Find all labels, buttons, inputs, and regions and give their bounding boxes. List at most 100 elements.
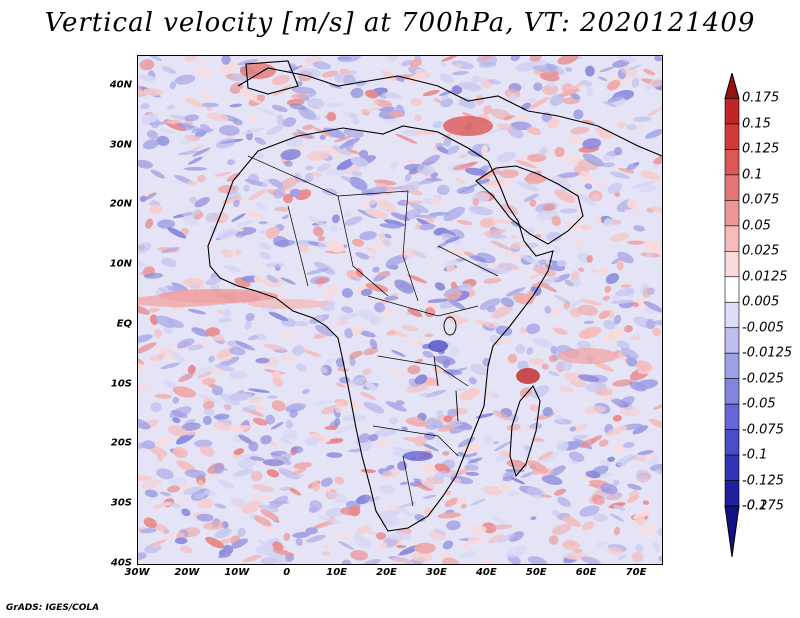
field-patch [428, 211, 450, 216]
map-panel [137, 55, 663, 565]
field-patch [387, 56, 398, 62]
field-patch [297, 68, 321, 79]
field-patch [445, 145, 460, 155]
field-patch [568, 451, 585, 462]
field-patch [603, 319, 616, 330]
field-patch [623, 442, 635, 448]
field-patch [307, 98, 325, 109]
field-patch [570, 92, 581, 100]
field-patch [379, 484, 396, 495]
field-patch [270, 421, 284, 430]
colorbar-segment [724, 251, 740, 278]
field-patch [435, 409, 444, 419]
colorbar-segment [724, 378, 740, 405]
field-patch [205, 327, 221, 337]
field-patch [381, 307, 394, 319]
field-patch [578, 326, 602, 339]
field-patch [519, 327, 527, 334]
field-patch [526, 327, 537, 332]
field-patch [607, 94, 626, 103]
field-patch [187, 344, 204, 351]
lon-tick-label: 20E [376, 567, 397, 578]
field-patch [279, 437, 293, 445]
field-patch [223, 404, 231, 410]
field-patch [241, 405, 259, 413]
field-patch [175, 537, 188, 545]
field-patch [309, 216, 327, 227]
field-patch [359, 231, 377, 241]
field-patch [456, 219, 473, 226]
field-patch [632, 116, 652, 122]
field-patch [311, 171, 323, 178]
field-patch [635, 543, 644, 553]
field-patch [523, 242, 539, 248]
field-patch [380, 70, 400, 82]
field-patch [434, 528, 446, 536]
field-patch [312, 61, 332, 70]
field-patch [349, 505, 361, 517]
field-patch [294, 320, 309, 327]
field-patch [487, 79, 501, 85]
field-patch [304, 165, 314, 171]
field-patch [214, 364, 235, 372]
field-patch [434, 463, 451, 474]
field-patch [394, 279, 414, 294]
colorbar-segment [724, 301, 740, 329]
field-patch [255, 263, 266, 269]
field-patch [483, 228, 506, 236]
field-patch [461, 503, 467, 509]
field-patch [477, 178, 490, 185]
field-patch [138, 552, 147, 560]
credit-text: GrADS: IGES/COLA [6, 603, 100, 613]
field-patch [214, 171, 232, 177]
field-patch [321, 70, 339, 78]
field-patch [138, 342, 157, 354]
field-patch [642, 500, 650, 505]
field-patch [146, 130, 159, 139]
field-patch [213, 413, 230, 420]
field-patch [292, 345, 305, 356]
field-patch [544, 305, 552, 314]
field-patch [617, 554, 627, 561]
field-patch [201, 377, 216, 386]
field-patch [551, 176, 571, 190]
field-patch [241, 127, 265, 135]
field-patch [562, 154, 582, 164]
field-patch [302, 349, 322, 357]
field-patch [566, 133, 583, 144]
field-patch [613, 526, 621, 536]
field-patch [507, 353, 518, 364]
field-patch [616, 259, 624, 271]
field-patch [139, 74, 156, 82]
field-patch [444, 497, 459, 507]
field-patch [627, 163, 636, 171]
field-patch [156, 468, 174, 480]
field-patch [624, 209, 643, 215]
field-patch [280, 486, 290, 491]
field-patch [432, 366, 449, 376]
lat-tick-label: 10S [110, 378, 132, 390]
lake-tanganyika [433, 355, 439, 387]
lon-tick-label: 0 [283, 567, 291, 578]
field-patch [215, 138, 236, 149]
field-patch [324, 507, 345, 518]
field-patch [611, 256, 623, 265]
field-patch [451, 85, 463, 95]
field-patch [310, 433, 331, 443]
field-patch [546, 231, 562, 242]
field-patch [616, 56, 637, 64]
field-patch [238, 434, 254, 445]
field-patch [599, 265, 609, 276]
field-patch [262, 178, 270, 188]
field-patch [562, 515, 582, 527]
field-patch [328, 83, 343, 89]
lat-tick-label: 10N [109, 258, 132, 270]
field-patch [148, 539, 167, 547]
field-patch [377, 272, 392, 277]
field-patch [401, 325, 419, 332]
field-patch [617, 121, 626, 129]
field-patch [595, 215, 602, 226]
field-patch [500, 297, 514, 308]
field-patch [219, 62, 239, 74]
field-patch [654, 56, 662, 62]
